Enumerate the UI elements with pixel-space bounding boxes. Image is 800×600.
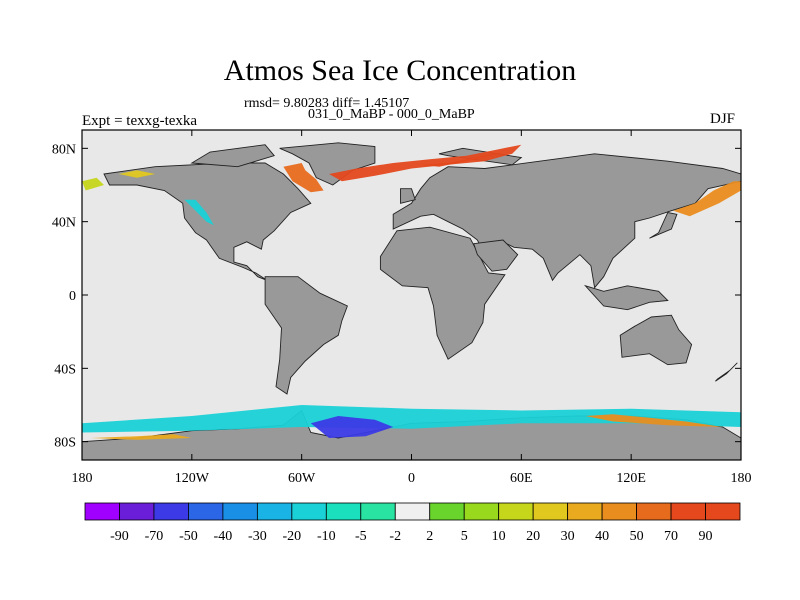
colorbar-swatch (463, 502, 500, 521)
land-australia (619, 314, 693, 366)
lon-tick-label: 0 (408, 471, 415, 486)
lat-tick-label: 40N (52, 216, 76, 231)
experiment-difference-label: 031_0_MaBP - 000_0_MaBP (308, 107, 475, 122)
land-new-zealand (715, 362, 738, 382)
colorbar-swatch (119, 502, 155, 521)
land-uk (400, 188, 416, 204)
lon-tick-label: 120W (175, 471, 210, 486)
colorbar-swatch (188, 502, 224, 521)
colorbar-swatch (394, 502, 431, 521)
colorbar-swatch (325, 502, 362, 521)
colorbar-label: 90 (699, 529, 713, 544)
anomaly-barents-core-increase (420, 152, 503, 167)
anomaly-weddell-sea-decrease (310, 416, 394, 438)
colorbar-label: 30 (561, 529, 575, 544)
colorbar-swatch (222, 502, 258, 521)
land-arabia (473, 239, 519, 272)
anomaly-baffin-bay-increase (283, 163, 324, 193)
anomaly-labrador-coast-decrease (184, 199, 214, 226)
chart-title: Atmos Sea Ice Concentration (223, 54, 577, 87)
lon-tick-label: 180 (731, 471, 752, 486)
land-canadian-arctic-islands (190, 144, 275, 168)
anomaly-bering-increase (82, 177, 104, 191)
stats-line: rmsd= 9.80283 diff= 1.45107 (244, 96, 410, 111)
colorbar-label: -5 (355, 529, 367, 544)
colorbar-label: -40 (214, 529, 233, 544)
anomaly-southern-ocean-decrease-band (82, 405, 741, 433)
anomaly-hudson-fringe-increase (118, 170, 156, 178)
experiment-label: Expt = texxg-texka (82, 113, 198, 129)
colorbar-swatch (532, 502, 569, 521)
lon-tick-label: 120E (616, 471, 646, 486)
lon-tick-label: 180 (72, 471, 93, 486)
anomaly-layer (82, 144, 741, 440)
colorbar-label: -70 (145, 529, 164, 544)
colorbar: -90 -70 -50 -40 -30 -20 -10 -5 -2 2 5 10 20 30 40 50 70 9… (84, 502, 741, 544)
colorbar-swatch (153, 502, 189, 521)
colorbar-label: -20 (283, 529, 302, 544)
anomaly-ross-sea-increase (91, 434, 192, 440)
land-south-america (264, 276, 348, 395)
anomaly-east-antarctic-increase (585, 414, 723, 427)
colorbar-swatch (84, 502, 120, 521)
lat-tick-label: 40S (54, 362, 76, 377)
colorbar-swatch (291, 502, 327, 521)
colorbar-label: -10 (317, 529, 336, 544)
land-africa (379, 226, 506, 360)
lat-tick-label: 80N (52, 142, 76, 157)
colorbar-swatch (601, 502, 637, 521)
colorbar-label: 10 (492, 529, 506, 544)
land-islands-northeast-asia (649, 211, 678, 239)
lon-tick-label: 60W (288, 471, 316, 486)
anomaly-okhotsk-increase (673, 181, 741, 217)
lat-tick-label: 80S (54, 436, 76, 451)
colorbar-label: -2 (389, 529, 401, 544)
colorbar-label: 20 (526, 529, 540, 544)
colorbar-label: 70 (664, 529, 678, 544)
colorbar-label: 40 (595, 529, 609, 544)
colorbar-label: -90 (110, 529, 129, 544)
axis-layer: 80N 40N 0 40S 80S 180 120W 60W 0 60E 120E 180 (52, 130, 752, 486)
lon-tick-label: 60E (510, 471, 533, 486)
colorbar-swatch (636, 502, 672, 521)
anomaly-barents-gin-seas-increase (329, 144, 522, 182)
colorbar-swatch (670, 502, 706, 521)
colorbar-swatch (567, 502, 603, 521)
colorbar-swatch (360, 502, 396, 521)
colorbar-label: 5 (461, 529, 468, 544)
land-indonesia (583, 284, 669, 311)
colorbar-swatch (429, 502, 465, 521)
colorbar-label: -50 (179, 529, 198, 544)
colorbar-label: 50 (630, 529, 644, 544)
lat-tick-label: 0 (69, 289, 76, 304)
colorbar-swatch (256, 502, 293, 521)
colorbar-swatch (498, 502, 534, 521)
colorbar-swatch (705, 502, 741, 521)
colorbar-label: 2 (426, 529, 433, 544)
colorbar-label: -30 (248, 529, 267, 544)
season-label: DJF (710, 111, 736, 127)
